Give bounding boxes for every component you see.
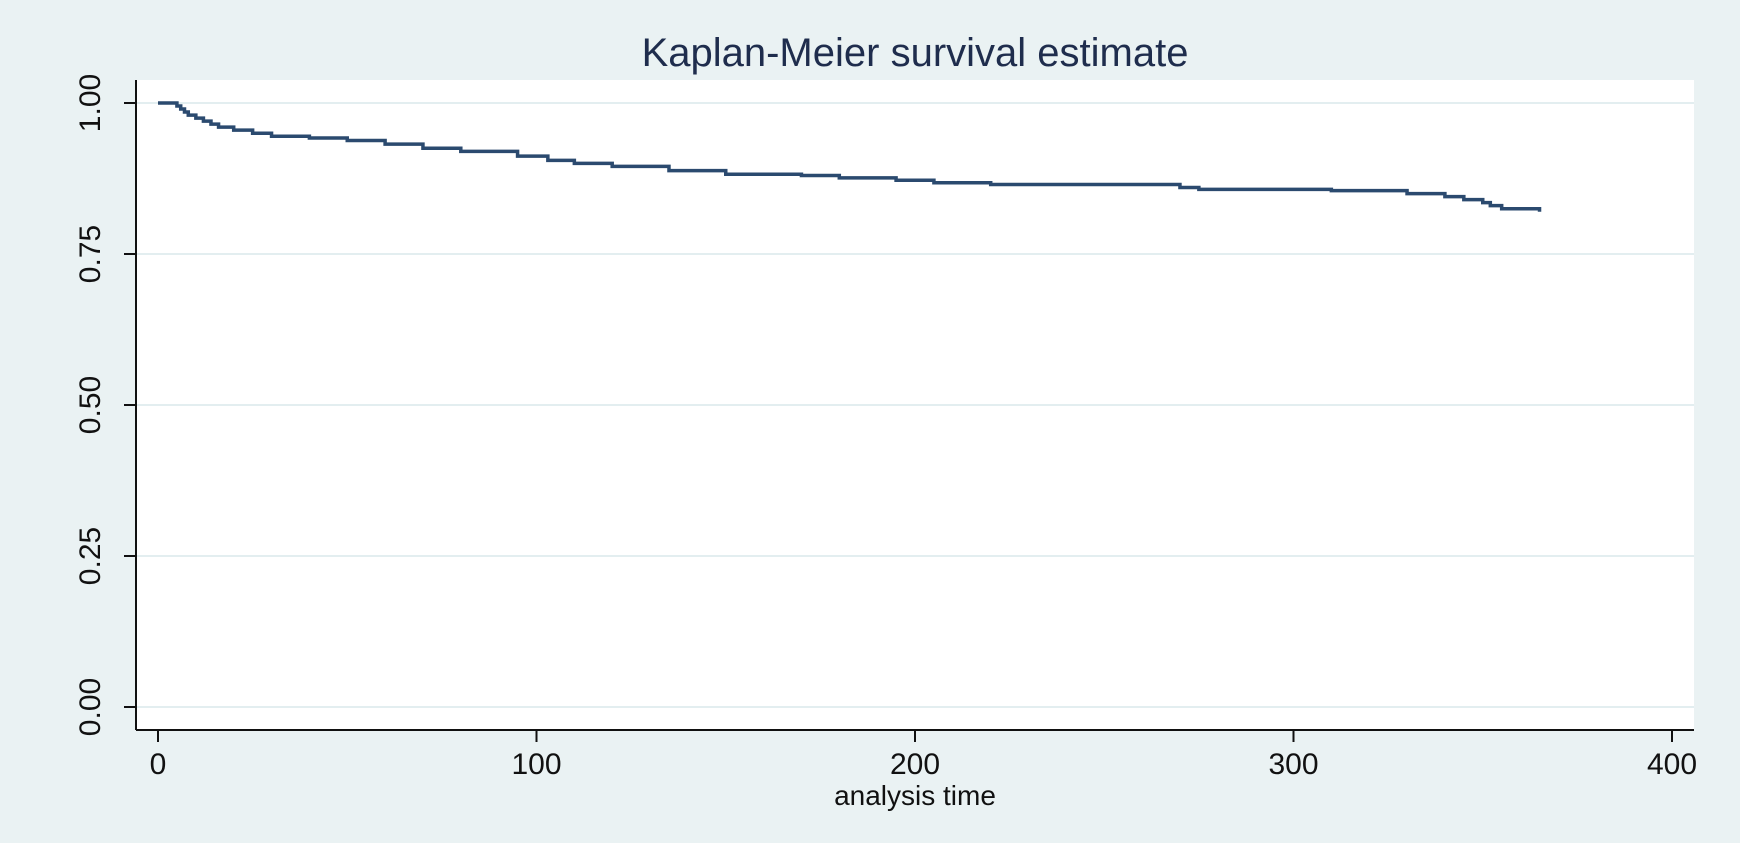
x-tick-label-4: 400	[1647, 748, 1697, 781]
x-ticks: 0 100 200 300 400	[150, 730, 1697, 781]
x-tick-label-1: 100	[511, 748, 561, 781]
chart-title: Kaplan-Meier survival estimate	[642, 31, 1189, 75]
y-ticks: 0.00 0.25 0.50 0.75 1.00	[74, 74, 136, 736]
x-axis-label: analysis time	[834, 780, 996, 811]
x-tick-label-2: 200	[890, 748, 940, 781]
y-tick-label-3: 0.75	[74, 225, 107, 283]
survival-line-0	[158, 101, 1542, 212]
series-group	[158, 101, 1542, 212]
gridlines	[136, 102, 1694, 708]
y-tick-label-4: 1.00	[74, 74, 107, 132]
x-tick-label-3: 300	[1268, 748, 1318, 781]
y-tick-label-1: 0.25	[74, 527, 107, 585]
y-tick-label-0: 0.00	[74, 678, 107, 736]
y-tick-label-2: 0.50	[74, 376, 107, 434]
x-tick-label-0: 0	[150, 748, 167, 781]
